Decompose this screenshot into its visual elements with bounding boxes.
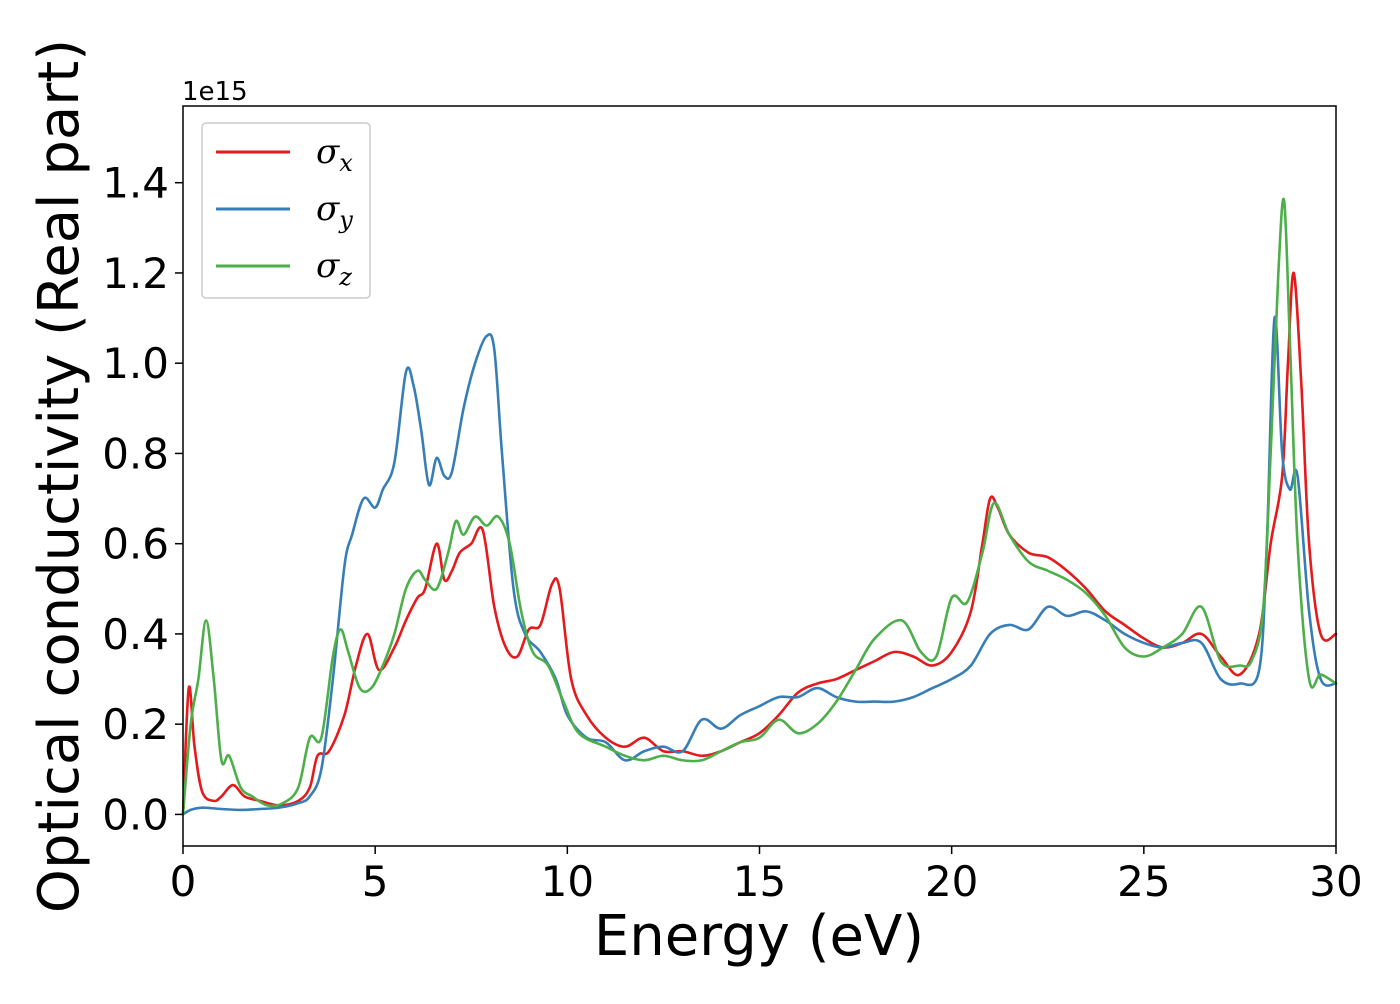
series-line-x [181, 271, 1338, 816]
y-tick-label: 1.0 [102, 339, 169, 388]
y-axis-ticks: 0.0 0.2 0.4 0.6 0.8 1.0 1.2 1.4 [102, 159, 183, 839]
x-tick-label: 30 [1309, 857, 1362, 906]
x-tick-label: 10 [541, 857, 594, 906]
x-tick-label: 20 [925, 857, 978, 906]
y-offset-text: 1e15 [182, 77, 248, 107]
y-tick-label: 0.2 [102, 700, 169, 749]
plot-lines [181, 197, 1338, 816]
x-tick-label: 0 [170, 857, 197, 906]
series-line-z [181, 197, 1338, 816]
y-axis-title: Optical conductivity (Real part) [27, 39, 92, 913]
series-line-y [181, 315, 1338, 816]
x-tick-label: 15 [733, 857, 786, 906]
y-tick-label: 0.4 [102, 610, 169, 659]
y-tick-label: 0.6 [102, 520, 169, 569]
x-tick-label: 25 [1117, 857, 1170, 906]
x-axis-ticks: 0 5 10 15 20 25 30 [170, 846, 1363, 906]
y-tick-label: 0.0 [102, 790, 169, 839]
y-tick-label: 0.8 [102, 429, 169, 478]
y-tick-label: 1.2 [102, 249, 169, 298]
y-tick-label: 1.4 [102, 159, 169, 208]
x-tick-label: 5 [362, 857, 389, 906]
x-axis-title: Energy (eV) [594, 904, 924, 969]
